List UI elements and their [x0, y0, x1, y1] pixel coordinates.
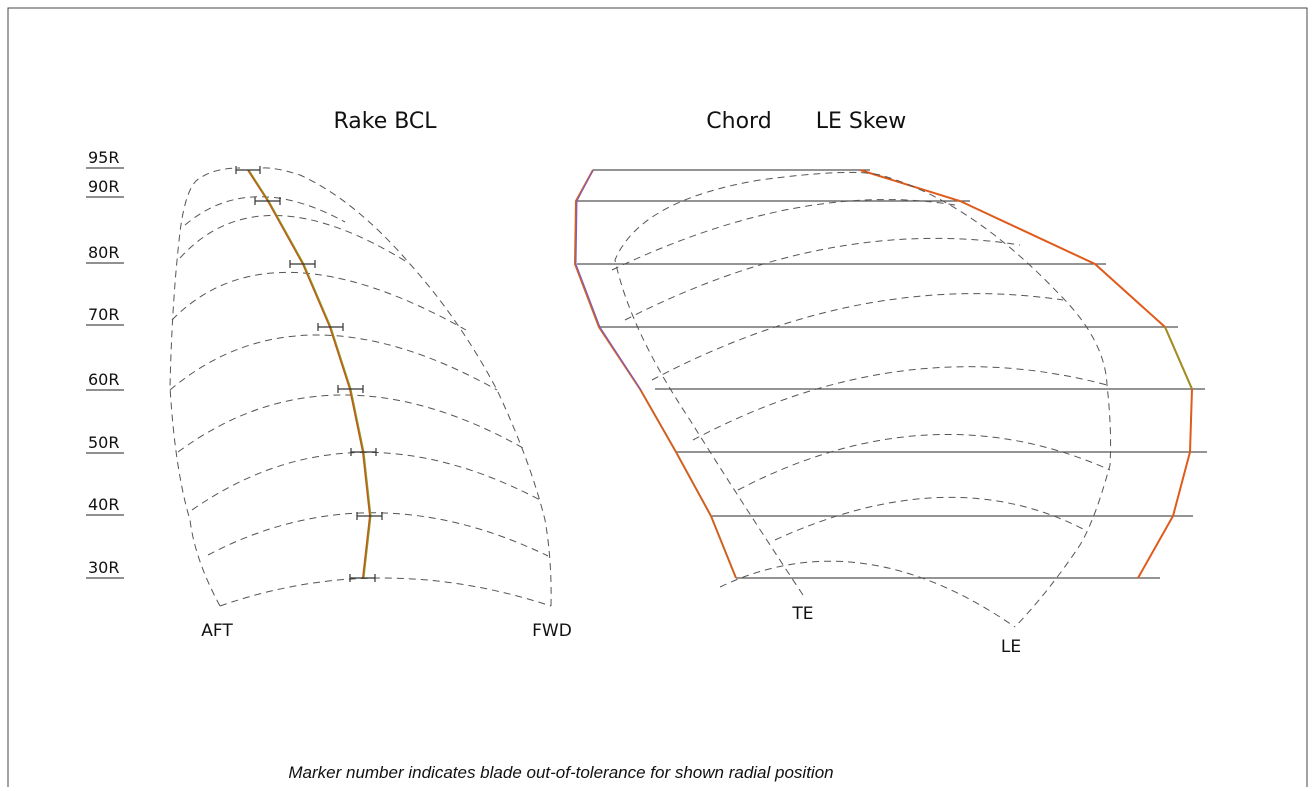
arc: [207, 512, 549, 557]
le-label: LE: [1001, 637, 1021, 657]
chord-diagram: [573, 169, 1207, 628]
arc: [651, 293, 1064, 381]
outline: [614, 171, 1112, 628]
radial-label: 30R: [88, 558, 119, 577]
arc: [177, 394, 524, 453]
arc: [179, 214, 411, 265]
te-line: [575, 169, 642, 391]
outline: [169, 167, 241, 607]
arc: [774, 496, 1086, 541]
fwd-label: FWD: [532, 621, 572, 641]
error-bars: [235, 166, 383, 582]
te-line: [573, 169, 737, 579]
rake-line: [247, 169, 372, 579]
radial-label: 80R: [88, 243, 119, 262]
aft-label: AFT: [201, 621, 233, 641]
arc: [719, 560, 1016, 628]
footer-note: Marker number indicates blade out-of-tol…: [288, 763, 833, 782]
le-line: [859, 169, 1194, 579]
chord-lines: [577, 169, 1207, 579]
outline: [261, 167, 552, 607]
rake-diagram: [169, 166, 552, 607]
radial-label: 90R: [88, 177, 119, 196]
frame: [7, 7, 1308, 787]
skew-title: LE Skew: [816, 109, 907, 134]
arc: [219, 577, 552, 607]
radial-label: 70R: [88, 305, 119, 324]
radial-label: 50R: [88, 433, 119, 452]
arc: [692, 366, 1108, 441]
arc: [624, 237, 1021, 321]
arc: [169, 334, 498, 391]
radial-labels: 95R 90R 80R 70R 60R 50R 40R 30R: [86, 148, 124, 579]
radial-label: 60R: [88, 370, 119, 389]
radial-label: 95R: [88, 148, 119, 167]
arc: [737, 433, 1111, 491]
te-label: TE: [791, 604, 813, 624]
arc: [171, 271, 467, 331]
rake-line: [248, 169, 372, 579]
le-line: [1164, 326, 1193, 390]
radial-label: 40R: [88, 495, 119, 514]
chord-title: Chord: [706, 109, 771, 134]
arc: [184, 196, 346, 226]
arc: [611, 199, 956, 271]
arc: [191, 452, 541, 511]
left-title: Rake BCL: [333, 109, 437, 134]
